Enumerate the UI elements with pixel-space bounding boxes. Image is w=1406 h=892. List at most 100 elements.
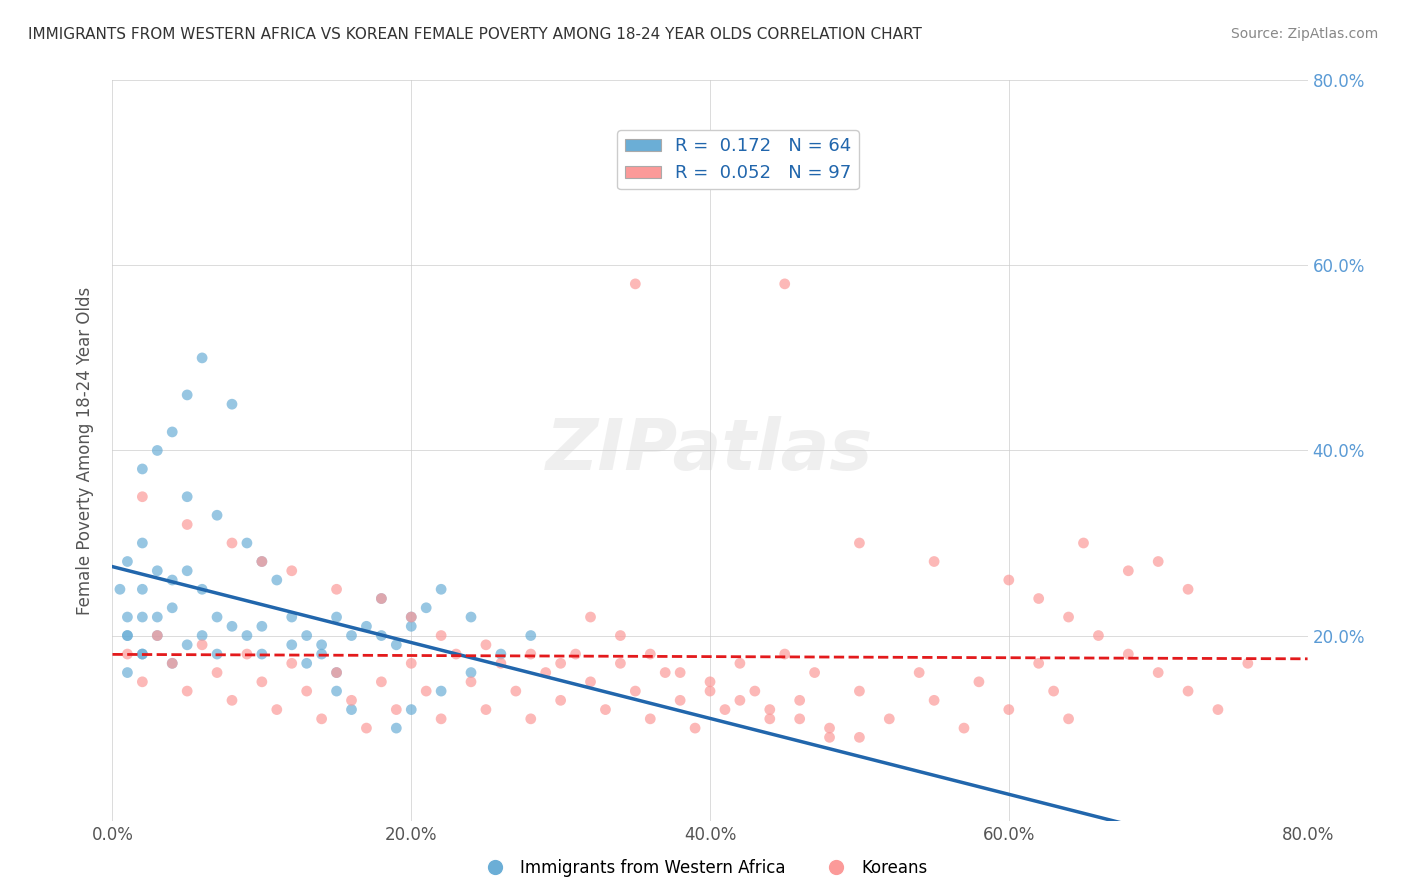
Point <box>550 657 572 671</box>
Point <box>295 684 318 698</box>
Point <box>236 647 259 661</box>
Point <box>281 638 304 652</box>
Point <box>1118 647 1140 661</box>
Point <box>236 536 259 550</box>
Point <box>401 703 423 717</box>
Point <box>1147 665 1170 680</box>
Point <box>624 684 647 698</box>
Point <box>162 657 183 671</box>
Point <box>534 665 557 680</box>
Point <box>1028 591 1050 606</box>
Point <box>579 674 602 689</box>
Point <box>818 731 841 745</box>
Point <box>370 674 392 689</box>
Point <box>998 573 1021 587</box>
Point <box>191 638 214 652</box>
Point <box>683 721 706 735</box>
Point <box>430 628 453 642</box>
Point <box>250 647 273 661</box>
Point <box>370 591 392 606</box>
Text: Source: ZipAtlas.com: Source: ZipAtlas.com <box>1230 27 1378 41</box>
Point <box>550 693 572 707</box>
Point <box>266 703 288 717</box>
Point <box>520 712 543 726</box>
Point <box>340 693 363 707</box>
Point <box>1073 536 1095 550</box>
Point <box>356 721 378 735</box>
Point <box>205 647 228 661</box>
Point <box>1237 657 1260 671</box>
Point <box>325 582 347 597</box>
Point <box>385 703 408 717</box>
Point <box>162 600 183 615</box>
Point <box>281 564 304 578</box>
Point <box>176 684 198 698</box>
Point <box>401 610 423 624</box>
Point <box>401 619 423 633</box>
Point <box>1118 564 1140 578</box>
Point <box>848 536 870 550</box>
Legend: R =  0.172   N = 64, R =  0.052   N = 97: R = 0.172 N = 64, R = 0.052 N = 97 <box>617 130 859 189</box>
Point <box>430 684 453 698</box>
Point <box>117 665 139 680</box>
Point <box>385 638 408 652</box>
Point <box>311 712 333 726</box>
Point <box>773 277 796 291</box>
Point <box>370 591 392 606</box>
Point <box>205 665 228 680</box>
Point <box>131 674 153 689</box>
Point <box>773 647 796 661</box>
Point <box>1028 657 1050 671</box>
Point <box>564 647 586 661</box>
Point <box>250 674 273 689</box>
Point <box>131 647 153 661</box>
Point <box>699 684 721 698</box>
Point <box>430 712 453 726</box>
Legend: Immigrants from Western Africa, Koreans: Immigrants from Western Africa, Koreans <box>472 853 934 884</box>
Point <box>205 610 228 624</box>
Point <box>430 582 453 597</box>
Point <box>221 536 243 550</box>
Point <box>281 610 304 624</box>
Point <box>117 554 139 569</box>
Point <box>475 638 498 652</box>
Point <box>146 443 169 458</box>
Point <box>1057 610 1080 624</box>
Point <box>1177 684 1199 698</box>
Point <box>385 721 408 735</box>
Point <box>117 628 139 642</box>
Point <box>714 703 737 717</box>
Point <box>221 397 243 411</box>
Text: ZIPatlas: ZIPatlas <box>547 416 873 485</box>
Point <box>117 628 139 642</box>
Point <box>131 536 153 550</box>
Point <box>789 693 811 707</box>
Point <box>176 517 198 532</box>
Point <box>325 610 347 624</box>
Point <box>475 703 498 717</box>
Point <box>460 610 482 624</box>
Point <box>131 582 153 597</box>
Point <box>401 610 423 624</box>
Point <box>131 647 153 661</box>
Y-axis label: Female Poverty Among 18-24 Year Olds: Female Poverty Among 18-24 Year Olds <box>76 286 94 615</box>
Point <box>117 647 139 661</box>
Point <box>415 684 437 698</box>
Point <box>191 582 214 597</box>
Point <box>162 573 183 587</box>
Point <box>1087 628 1109 642</box>
Point <box>281 657 304 671</box>
Point <box>728 657 751 671</box>
Point <box>236 628 259 642</box>
Point <box>191 628 214 642</box>
Point <box>848 731 870 745</box>
Point <box>1042 684 1064 698</box>
Point <box>1206 703 1229 717</box>
Point <box>953 721 976 735</box>
Point <box>579 610 602 624</box>
Point <box>460 674 482 689</box>
Point <box>818 721 841 735</box>
Point <box>131 490 153 504</box>
Point <box>759 712 782 726</box>
Point <box>191 351 214 365</box>
